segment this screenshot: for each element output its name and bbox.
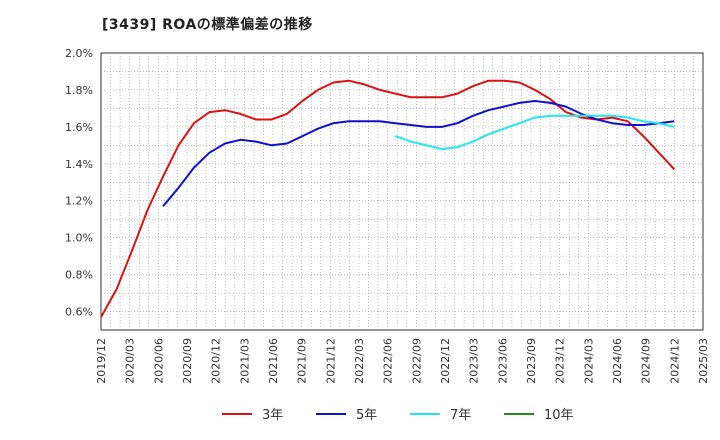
legend-label-1: 3年 xyxy=(262,408,283,423)
x-tick-label: 2021/03 xyxy=(238,338,251,384)
x-tick-label: 2023/03 xyxy=(468,338,481,384)
x-tick-label: 2020/06 xyxy=(152,338,165,384)
y-tick-label: 0.8% xyxy=(65,269,93,282)
x-tick-label: 2019/12 xyxy=(95,338,108,384)
x-tick-label: 2023/09 xyxy=(525,338,538,384)
series-layer xyxy=(100,79,676,318)
x-tick-label: 2021/06 xyxy=(267,338,280,384)
grid-layer xyxy=(100,52,704,331)
y-tick-label: 1.2% xyxy=(65,195,93,208)
y-tick-label: 1.6% xyxy=(65,121,93,134)
series-line-3 xyxy=(395,114,675,150)
legend: 3年 5年 7年 10年 xyxy=(222,408,574,423)
x-tick-label: 2021/09 xyxy=(296,338,309,384)
x-tick-label: 2020/03 xyxy=(124,338,137,384)
x-tick-label: 2020/12 xyxy=(210,338,223,384)
legend-label-3: 7年 xyxy=(450,408,471,423)
x-tick-label: 2021/12 xyxy=(324,338,337,384)
x-tick-label: 2023/06 xyxy=(496,338,509,384)
plot-area xyxy=(100,52,704,331)
y-tick-label: 0.6% xyxy=(65,306,93,319)
x-tick-label: 2024/09 xyxy=(640,338,653,384)
x-tick-label: 2022/12 xyxy=(439,338,452,384)
x-tick-label: 2023/12 xyxy=(554,338,567,384)
x-tick-label: 2024/12 xyxy=(668,338,681,384)
legend-label-4: 10年 xyxy=(544,408,574,423)
y-tick-label: 2.0% xyxy=(65,47,93,60)
x-tick-label: 2025/03 xyxy=(697,338,710,384)
y-tick-label: 1.4% xyxy=(65,158,93,171)
axis-layer: 0.6% 0.8% 1.0% 1.2% 1.4% 1.6% 1.8% 2.0% 2019/12 2… xyxy=(65,47,710,384)
chart-title: [3439] ROAの標準偏差の推移 xyxy=(102,17,313,33)
x-tick-label: 2022/03 xyxy=(353,338,366,384)
x-tick-label: 2020/09 xyxy=(181,338,194,384)
x-tick-label: 2022/06 xyxy=(382,338,395,384)
x-tick-label: 2024/03 xyxy=(582,338,595,384)
legend-label-2: 5年 xyxy=(356,408,377,423)
y-tick-label: 1.8% xyxy=(65,84,93,97)
x-tick-label: 2022/09 xyxy=(410,338,423,384)
x-tick-label: 2024/06 xyxy=(611,338,624,384)
y-tick-label: 1.0% xyxy=(65,232,93,245)
